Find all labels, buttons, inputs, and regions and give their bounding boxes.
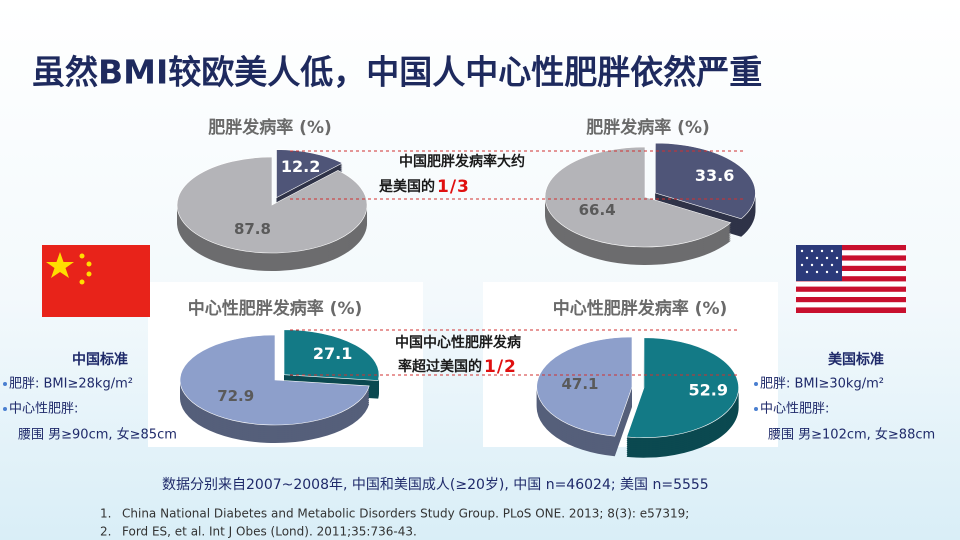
value-label: 47.1 [561, 375, 598, 393]
standard-item: 腰围 男≥102cm, 女≥88cm [768, 427, 935, 443]
standard-item: 肥胖: BMI≥28kg/m² [9, 377, 133, 392]
bullet [754, 382, 758, 386]
annotation: 中国中心性肥胖发病 率超过美国的 1/2 [290, 329, 740, 377]
china-standard: 中国标准 肥胖: BMI≥28kg/m² 中心性肥胖: 腰围 男≥90cm, 女… [3, 351, 177, 443]
standard-item: 腰围 男≥90cm, 女≥85cm [18, 427, 177, 443]
pie-charts: 肥胖发病率 (%) 12.2 87.8 肥胖发病率 (%) 33.6 66.4 中心性肥胖发… [176, 117, 756, 458]
annotation-text: 是美国的 [379, 178, 435, 195]
reference: China National Diabetes and Metabolic Di… [122, 507, 689, 521]
pie-slice [283, 329, 380, 381]
reference-number: 1. [100, 507, 111, 521]
value-label: 27.1 [313, 344, 352, 363]
value-label: 87.8 [234, 220, 271, 238]
pie-slice [536, 336, 633, 437]
pie-slice [655, 142, 756, 220]
value-label: 12.2 [281, 157, 320, 176]
pie-slice [626, 337, 739, 438]
pie-title: 中心性肥胖发病率 (%) [188, 298, 363, 319]
standard-item: 中心性肥胖: [9, 402, 78, 417]
value-label: 52.9 [689, 380, 728, 399]
pie-title: 肥胖发病率 (%) [208, 117, 332, 138]
pie-slice [544, 146, 732, 248]
standard-item: 中心性肥胖: [760, 402, 829, 417]
annotation-text: 中国肥胖发病率大约 [399, 153, 525, 170]
value-label: 66.4 [579, 201, 616, 219]
value-label: 33.6 [695, 166, 734, 185]
value-label: 72.9 [217, 387, 254, 405]
annotation-highlight: 1/3 [437, 177, 470, 197]
bullet [3, 407, 7, 411]
bullet [754, 407, 758, 411]
us-standard: 美国标准 肥胖: BMI≥30kg/m² 中心性肥胖: 腰围 男≥102cm, … [754, 351, 935, 443]
pie-slice [176, 156, 368, 254]
standard-item: 肥胖: BMI≥30kg/m² [760, 377, 884, 392]
pie-title: 中心性肥胖发病率 (%) [553, 298, 728, 319]
slide-title: 虽然BMI较欧美人低，中国人中心性肥胖依然严重 [32, 53, 762, 92]
bullet [3, 382, 7, 386]
annotation: 中国肥胖发病率大约 是美国的 1/3 [290, 150, 745, 200]
standard-heading: 中国标准 [72, 351, 128, 368]
us-flag [796, 245, 906, 313]
reference: Ford ES, et al. Int J Obes (Lond). 2011;… [122, 525, 417, 539]
annotation-text: 率超过美国的 [398, 358, 482, 375]
pie-slice [276, 149, 344, 199]
china-flag [42, 245, 150, 317]
annotation-text: 中国中心性肥胖发病 [395, 334, 521, 351]
annotation-highlight: 1/2 [484, 357, 517, 377]
pie-slice [179, 334, 370, 426]
pie-title: 肥胖发病率 (%) [586, 117, 710, 138]
reference-number: 2. [100, 525, 111, 539]
data-source: 数据分别来自2007~2008年, 中国和美国成人(≥20岁), 中国 n=46… [162, 477, 709, 493]
standard-heading: 美国标准 [828, 351, 884, 368]
